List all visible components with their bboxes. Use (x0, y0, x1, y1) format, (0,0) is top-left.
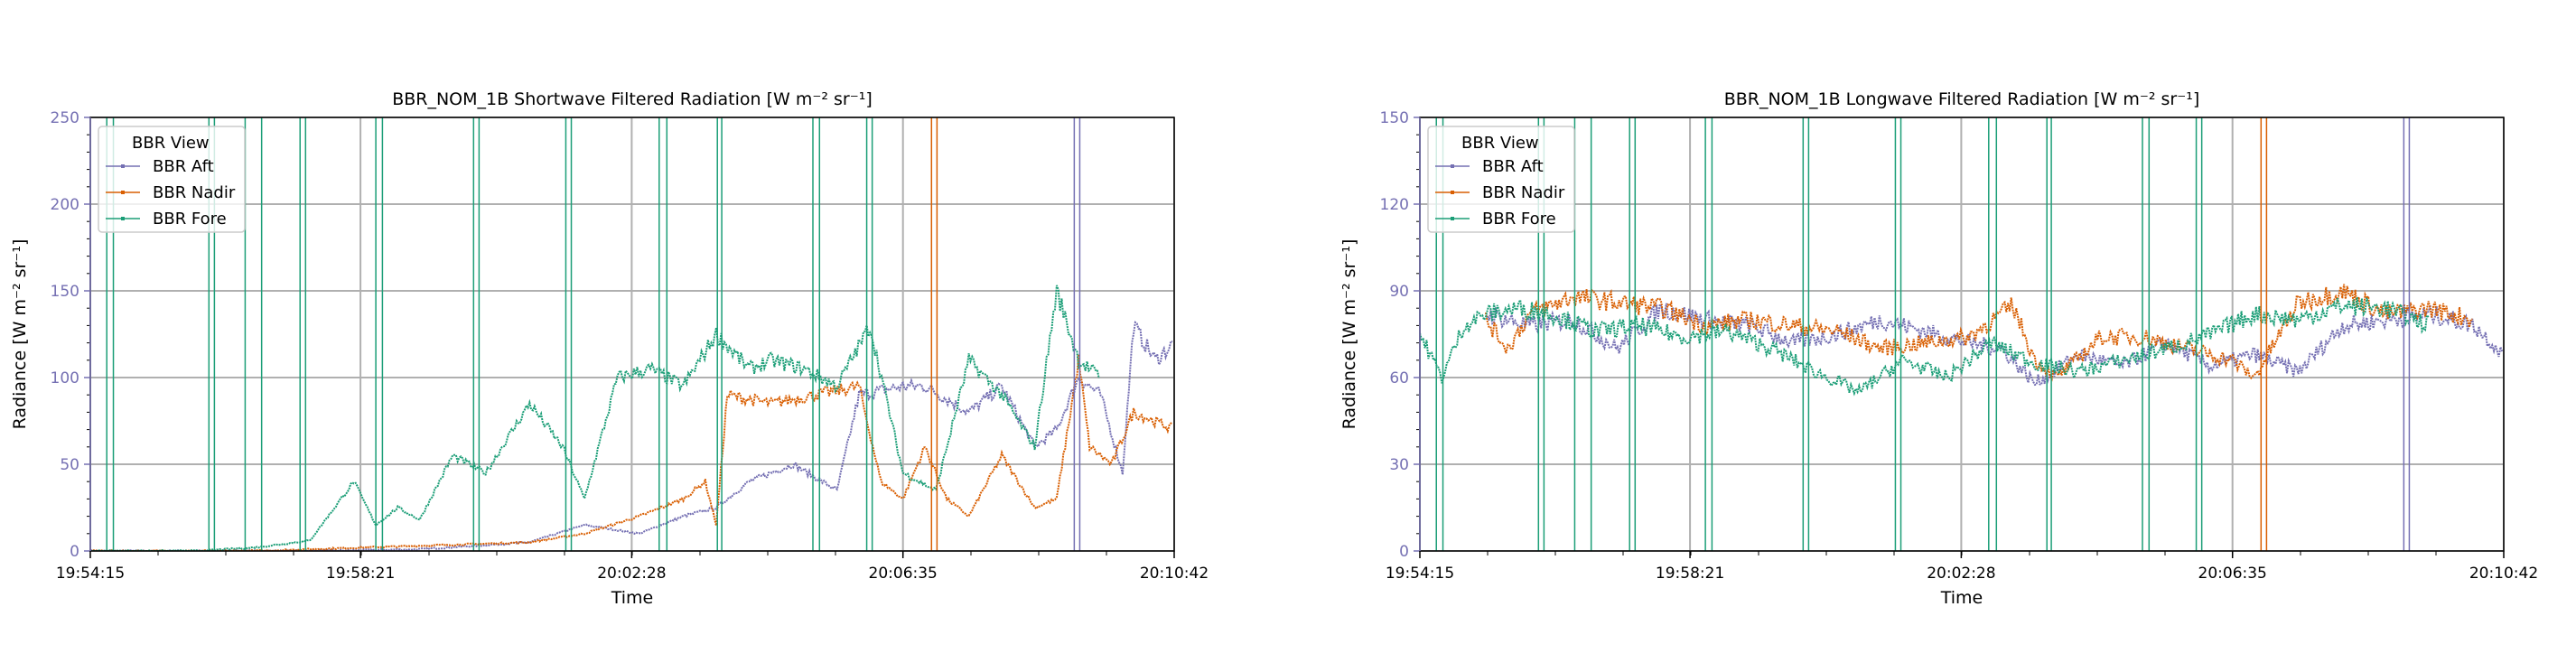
y-tick-label: 0 (1399, 543, 1409, 561)
x-tick-label: 20:02:28 (597, 565, 666, 583)
x-tick-label: 20:10:42 (2469, 565, 2538, 583)
series-bbr-fore (90, 285, 1100, 551)
x-tick-label: 19:54:15 (56, 565, 125, 583)
y-tick-label: 200 (51, 196, 79, 214)
y-tick-label: 50 (60, 456, 79, 474)
y-tick-label: 250 (51, 109, 79, 127)
y-tick-label: 0 (70, 543, 79, 561)
legend: BBR View BBR Aft BBR Nadir BBR Fore (98, 126, 246, 233)
legend-entry: BBR Fore (1482, 210, 1556, 229)
chart-panel-1: 0 50 100 150 200 250 19:54:15 19:58:21 20:02:28 2… (10, 89, 1209, 608)
x-tick-label: 20:06:35 (869, 565, 938, 583)
x-axis-label: Time (611, 588, 654, 608)
y-tick-label: 150 (1380, 109, 1409, 127)
legend-title: BBR View (132, 134, 210, 153)
x-tick-label: 19:58:21 (1656, 565, 1724, 583)
chart-title: BBR_NOM_1B Shortwave Filtered Radiation … (392, 89, 873, 109)
y-axis-label: Radiance [W m⁻² sr⁻¹] (1339, 239, 1359, 430)
legend: BBR View BBR Aft BBR Nadir BBR Fore (1427, 126, 1575, 233)
y-tick-label: 100 (51, 369, 79, 387)
legend-title: BBR View (1461, 134, 1539, 153)
x-axis-label: Time (1940, 588, 1983, 608)
y-tick-label: 90 (1389, 283, 1409, 301)
y-tick-label: 150 (51, 283, 79, 301)
x-tick-label: 20:10:42 (1140, 565, 1209, 583)
legend-entry: BBR Fore (153, 210, 227, 229)
series-bbr-fore (1420, 296, 2430, 397)
y-tick-label: 60 (1389, 369, 1409, 387)
y-tick-label: 30 (1389, 456, 1409, 474)
series-bbr-nadir (1484, 284, 2473, 382)
legend-entry: BBR Aft (1482, 157, 1544, 176)
chart-title: BBR_NOM_1B Longwave Filtered Radiation [… (1724, 89, 2200, 109)
legend-entry: BBR Nadir (153, 183, 236, 202)
chart-panel-2: 0 30 60 90 120 150 19:54:15 19:58:21 20:02:28 20:… (1339, 89, 2538, 608)
y-axis-label: Radiance [W m⁻² sr⁻¹] (10, 239, 30, 430)
x-tick-label: 19:54:15 (1386, 565, 1454, 583)
x-tick-label: 20:06:35 (2198, 565, 2267, 583)
x-tick-label: 19:58:21 (326, 565, 395, 583)
legend-entry: BBR Nadir (1482, 183, 1565, 202)
legend-entry: BBR Aft (153, 157, 214, 176)
x-tick-label: 20:02:28 (1927, 565, 1995, 583)
y-tick-label: 120 (1380, 196, 1409, 214)
